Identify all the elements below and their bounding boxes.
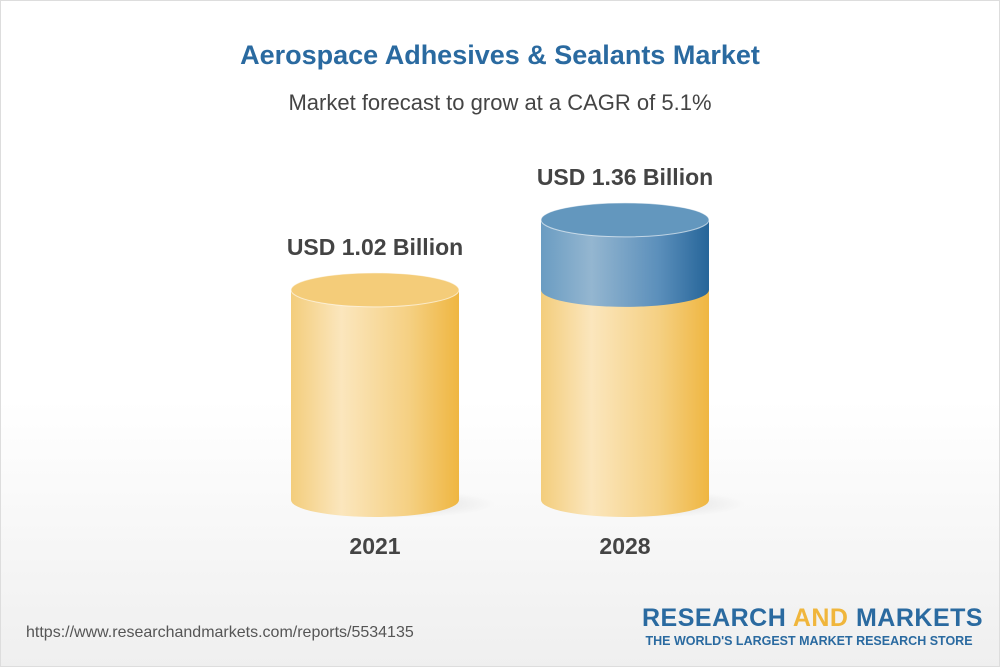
logo-word: MARKETS xyxy=(855,604,984,632)
logo-word: RESEARCH xyxy=(642,604,787,632)
category-label: 2028 xyxy=(599,533,650,559)
cylinder-2028-growth-top xyxy=(540,202,710,238)
research-and-markets-logo: RESEARCH AND MARKETS THE WORLD'S LARGEST… xyxy=(642,604,983,648)
cylinder-2021-top xyxy=(290,272,460,308)
chart-subtitle: Market forecast to grow at a CAGR of 5.1… xyxy=(288,90,712,115)
logo-tagline: THE WORLD'S LARGEST MARKET RESEARCH STOR… xyxy=(645,634,973,648)
cylinder-2028-growth-body xyxy=(541,219,709,307)
cylinder-chart: USD 1.02 Billion 2021 USD 1.36 Billion 2028 xyxy=(287,164,746,559)
cylinder-2028-base-body xyxy=(541,289,709,517)
chart-title: Aerospace Adhesives & Sealants Market xyxy=(240,40,760,70)
category-label: 2021 xyxy=(349,533,400,559)
data-label: USD 1.02 Billion xyxy=(287,234,463,260)
data-label: USD 1.36 Billion xyxy=(537,164,713,190)
source-url[interactable]: https://www.researchandmarkets.com/repor… xyxy=(26,624,414,641)
logo-word: AND xyxy=(792,604,849,632)
cylinder-2021-body xyxy=(291,289,459,517)
